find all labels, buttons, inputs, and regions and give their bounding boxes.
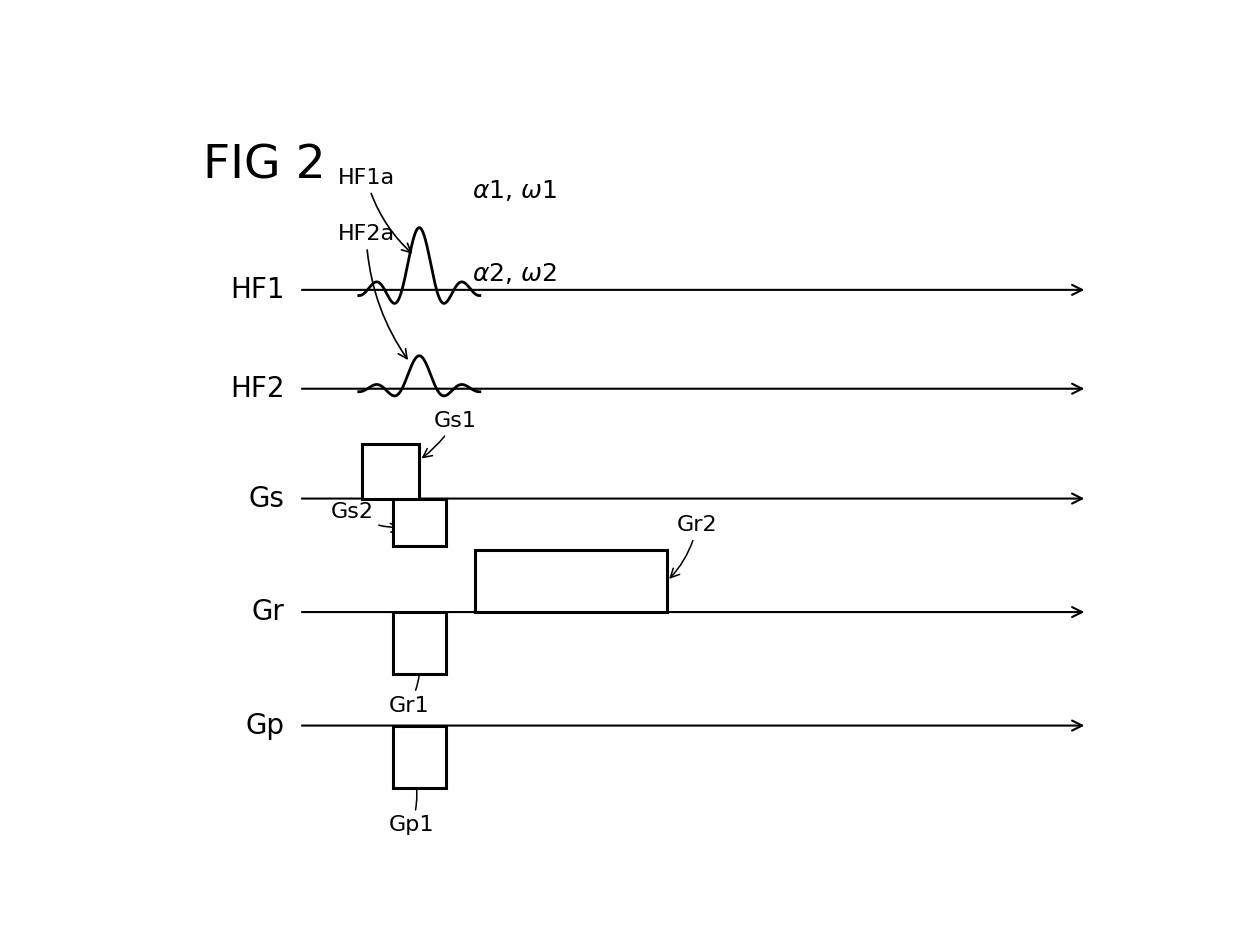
Text: Gs2: Gs2 [331, 501, 399, 533]
Text: HF1: HF1 [231, 276, 285, 304]
Text: HF2: HF2 [231, 375, 285, 402]
Text: Gs1: Gs1 [423, 411, 476, 457]
Text: HF2a: HF2a [337, 224, 407, 359]
Bar [393, 612, 446, 674]
Text: Gp: Gp [246, 711, 285, 740]
Text: Gr2: Gr2 [671, 515, 718, 577]
Text: HF1a: HF1a [337, 168, 410, 253]
Text: $\alpha$1, $\omega$1: $\alpha$1, $\omega$1 [472, 178, 557, 203]
Bar [362, 444, 419, 498]
Text: Gp1: Gp1 [388, 780, 434, 835]
Bar [393, 498, 446, 546]
Text: FIG 2: FIG 2 [203, 144, 326, 188]
Text: Gr: Gr [252, 598, 285, 626]
Text: Gs: Gs [249, 485, 285, 513]
Bar [393, 726, 446, 787]
Text: Gr1: Gr1 [388, 660, 429, 716]
Text: $\alpha$2, $\omega$2: $\alpha$2, $\omega$2 [472, 261, 557, 286]
Bar [475, 550, 667, 612]
